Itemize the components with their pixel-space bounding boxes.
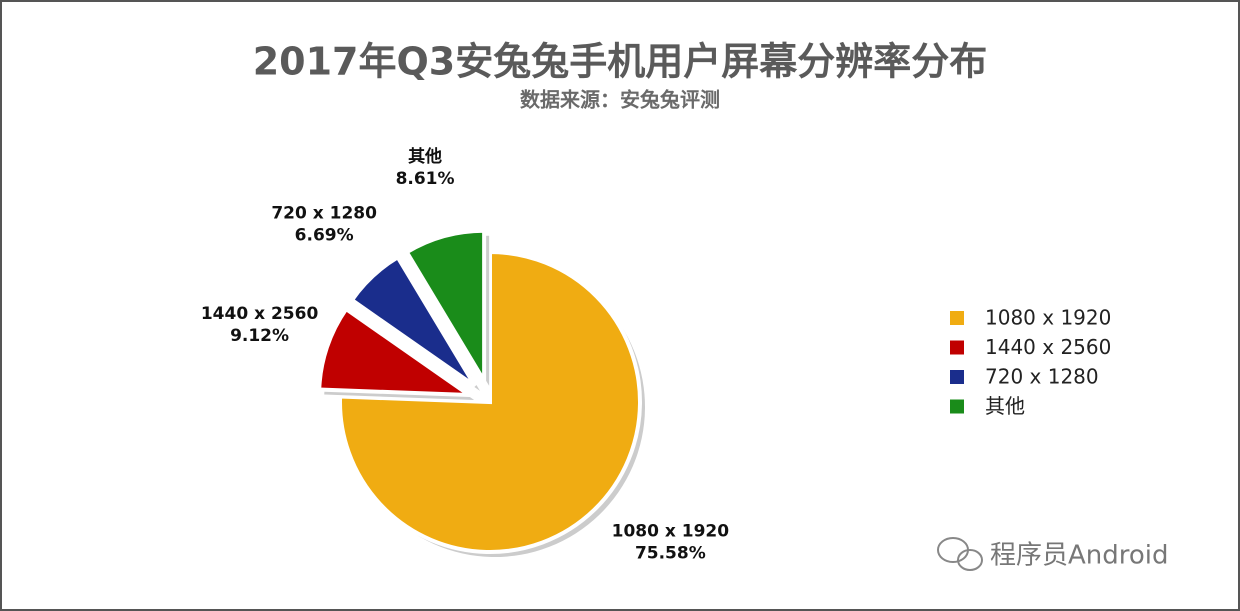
legend-swatch: [950, 399, 964, 414]
legend-swatch: [950, 340, 964, 355]
slice-value-label: 8.61%: [396, 169, 455, 189]
slice-value-label: 6.69%: [295, 225, 354, 245]
slice-category-label: 720 x 1280: [271, 203, 377, 223]
watermark: 程序员Android: [990, 541, 1169, 571]
slice-category-label: 其他: [408, 146, 442, 167]
slice-category-label: 1440 x 2560: [201, 304, 319, 324]
legend-label: 1080 x 1920: [985, 306, 1111, 330]
pie-slice: [338, 249, 642, 554]
slice-value-label: 9.12%: [230, 326, 289, 346]
slice-value-label: 75.58%: [635, 543, 706, 563]
chart-subtitle: 数据来源：安兔兔评测: [520, 88, 720, 112]
watermark-icon: [937, 537, 983, 571]
legend-swatch: [950, 311, 964, 325]
pie-slice: [349, 254, 477, 388]
pie-slice: [404, 228, 487, 389]
legend-label: 其他: [985, 394, 1025, 418]
legend-label: 720 x 1280: [985, 365, 1099, 389]
legend-swatch: [950, 370, 964, 384]
pie-slice: [317, 306, 476, 398]
slice-category-label: 1080 x 1920: [612, 521, 730, 541]
chart-title: 2017年Q3安兔兔手机用户屏幕分辨率分布: [253, 40, 988, 84]
legend-label: 1440 x 2560: [985, 335, 1111, 359]
